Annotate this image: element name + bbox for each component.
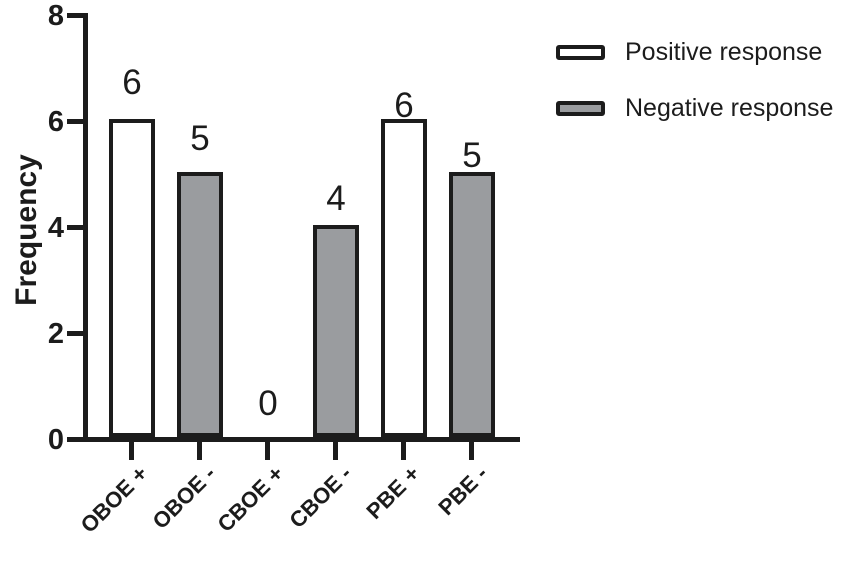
bar-value-label-oboe-minus: 5: [190, 119, 210, 158]
legend-swatch-positive-icon: [556, 45, 605, 60]
x-axis-line: [83, 437, 520, 442]
legend-label-positive: Positive response: [625, 38, 823, 66]
bar-oboe-plus: [109, 119, 155, 437]
x-axis-tick-cboe-minus: [333, 442, 338, 460]
y-tick-label-0: 0: [47, 423, 64, 456]
legend-swatch-negative-icon: [556, 101, 605, 116]
legend-item-positive: Positive response: [556, 38, 833, 67]
legend-item-negative: Negative response: [556, 94, 833, 123]
bar-cboe-minus: [313, 225, 359, 437]
y-axis-tick-0: [67, 437, 83, 442]
bar-value-label-oboe-plus: 6: [122, 63, 142, 102]
bar-value-label-pbe-plus: 6: [394, 86, 414, 125]
x-axis-tick-pbe-minus: [469, 442, 474, 460]
y-tick-label-8: 8: [47, 0, 64, 32]
bar-pbe-minus: [449, 172, 495, 437]
y-tick-label-4: 4: [47, 211, 64, 244]
x-axis-tick-oboe-minus: [197, 442, 202, 460]
legend-label-negative: Negative response: [625, 94, 834, 122]
bar-value-label-pbe-minus: 5: [462, 136, 482, 175]
legend: Positive response Negative response: [556, 38, 833, 123]
y-axis-tick-2: [67, 331, 83, 336]
y-axis-tick-4: [67, 225, 83, 230]
x-axis-tick-cboe-plus: [265, 442, 270, 460]
bar-value-label-cboe-minus: 4: [326, 179, 346, 218]
y-tick-label-2: 2: [47, 317, 64, 350]
y-tick-label-6: 6: [47, 105, 64, 138]
y-axis-tick-6: [67, 119, 83, 124]
bar-oboe-minus: [177, 172, 223, 437]
bar-pbe-plus: [381, 119, 427, 437]
x-axis-tick-oboe-plus: [129, 442, 134, 460]
y-axis-line: [83, 13, 88, 442]
bar-value-label-cboe-plus: 0: [258, 384, 278, 423]
x-axis-tick-pbe-plus: [401, 442, 406, 460]
y-axis-tick-8: [67, 13, 83, 18]
